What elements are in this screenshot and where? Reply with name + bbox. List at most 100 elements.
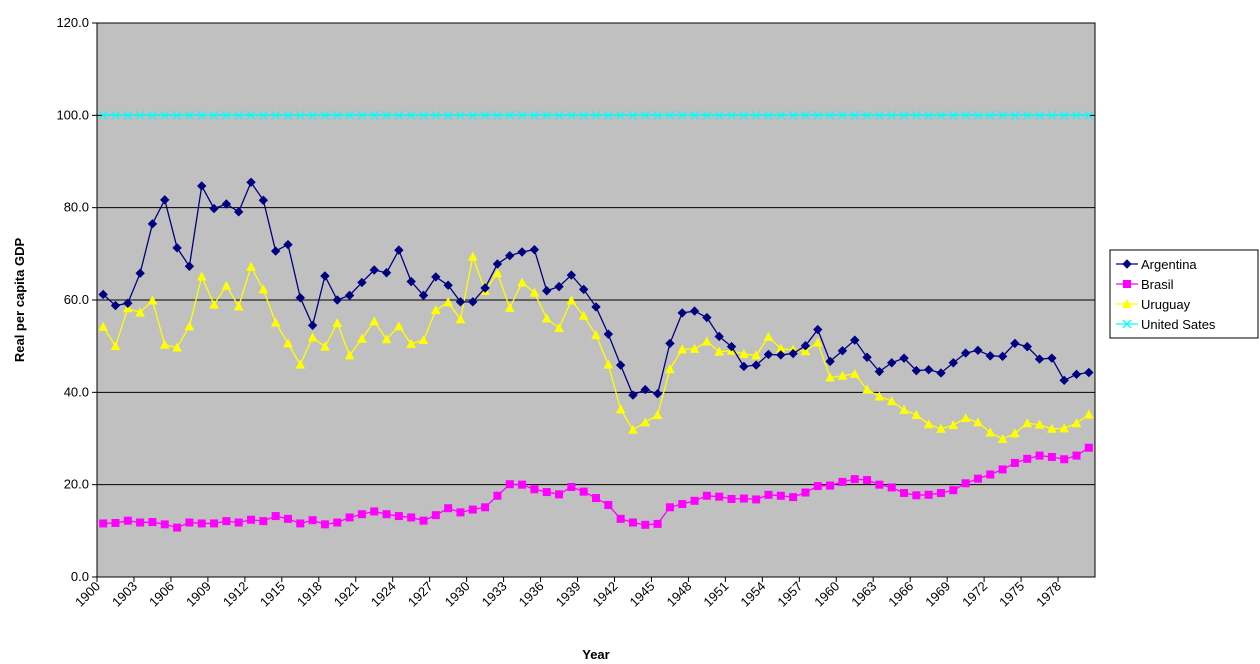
data-point — [825, 356, 835, 367]
data-point — [591, 302, 601, 312]
data-point — [135, 110, 145, 120]
data-point — [960, 348, 971, 358]
data-point — [936, 423, 946, 433]
data-point — [357, 110, 367, 120]
x-tick-label: 1972 — [959, 579, 990, 610]
data-point — [221, 280, 232, 290]
data-point — [616, 514, 625, 523]
data-point — [887, 483, 896, 492]
data-point — [899, 353, 909, 363]
data-point — [492, 110, 502, 120]
data-point — [960, 413, 971, 423]
x-tick-label: 1906 — [146, 579, 177, 610]
data-point — [493, 491, 502, 500]
data-point — [456, 110, 465, 120]
data-point — [296, 519, 305, 528]
data-point — [431, 511, 440, 520]
data-point — [665, 110, 675, 120]
data-point — [566, 110, 576, 120]
data-point — [233, 207, 244, 217]
data-point — [246, 177, 256, 187]
data-point — [1072, 451, 1081, 460]
x-tick-label: 1966 — [885, 579, 916, 610]
data-point — [308, 110, 318, 120]
data-point — [110, 300, 121, 311]
data-point — [406, 110, 416, 120]
data-point — [505, 480, 514, 489]
data-point — [1022, 110, 1032, 120]
data-point — [715, 492, 724, 501]
data-point — [751, 360, 761, 370]
series — [98, 110, 1094, 120]
data-point — [751, 350, 762, 360]
data-point — [837, 370, 848, 380]
data-point — [849, 368, 860, 378]
data-point — [862, 352, 872, 362]
data-point — [924, 110, 934, 120]
data-point — [283, 110, 293, 120]
x-tick-label: 1909 — [183, 579, 214, 610]
x-tick-label: 1930 — [442, 579, 473, 610]
x-tick-label: 1969 — [922, 579, 953, 610]
data-point — [874, 110, 884, 120]
data-point — [480, 110, 490, 120]
data-point — [135, 307, 145, 317]
data-point — [1084, 443, 1093, 452]
legend-marker — [1122, 298, 1132, 308]
data-point — [567, 482, 576, 491]
data-point — [172, 243, 182, 253]
data-point — [542, 488, 551, 497]
data-point — [764, 110, 773, 120]
data-point — [1035, 451, 1044, 460]
data-point — [616, 110, 626, 120]
data-point — [369, 265, 379, 275]
data-point — [456, 508, 465, 517]
data-point — [800, 346, 811, 356]
data-point — [923, 365, 934, 375]
data-point — [800, 340, 811, 351]
data-point — [234, 518, 243, 527]
data-point — [123, 298, 133, 308]
data-point — [233, 301, 244, 311]
data-point — [714, 331, 724, 342]
x-tick-label: 1924 — [368, 579, 399, 610]
data-point — [739, 494, 748, 503]
data-point — [357, 333, 367, 343]
data-point — [788, 110, 798, 120]
data-point — [998, 110, 1008, 120]
data-point — [246, 261, 256, 271]
data-point — [923, 419, 934, 429]
legend-label: United Sates — [1141, 317, 1216, 332]
data-point — [98, 110, 108, 120]
data-point — [948, 420, 959, 430]
data-point — [407, 513, 416, 522]
data-point — [542, 110, 552, 120]
x-tick-label: 1903 — [109, 579, 140, 610]
data-point — [222, 517, 231, 526]
data-point — [443, 110, 453, 120]
data-point — [579, 487, 588, 496]
data-point — [665, 503, 674, 512]
data-point — [911, 409, 922, 419]
data-point — [985, 110, 995, 120]
data-point — [1022, 418, 1033, 428]
data-point — [603, 329, 614, 339]
data-point — [789, 493, 798, 502]
data-point — [690, 496, 699, 505]
data-point — [443, 280, 453, 290]
data-point — [382, 110, 392, 120]
y-tick-label: 120.0 — [56, 15, 89, 30]
data-point — [973, 417, 983, 427]
x-tick-label: 1936 — [516, 579, 547, 610]
data-point — [936, 368, 946, 378]
data-point — [1034, 419, 1045, 429]
x-tick-label: 1978 — [1033, 579, 1064, 610]
data-point — [332, 318, 343, 328]
data-point — [320, 341, 330, 351]
x-tick-label: 1915 — [257, 579, 288, 610]
data-point — [813, 482, 822, 491]
data-point — [702, 110, 712, 120]
data-point — [517, 277, 527, 287]
data-point — [763, 331, 774, 341]
